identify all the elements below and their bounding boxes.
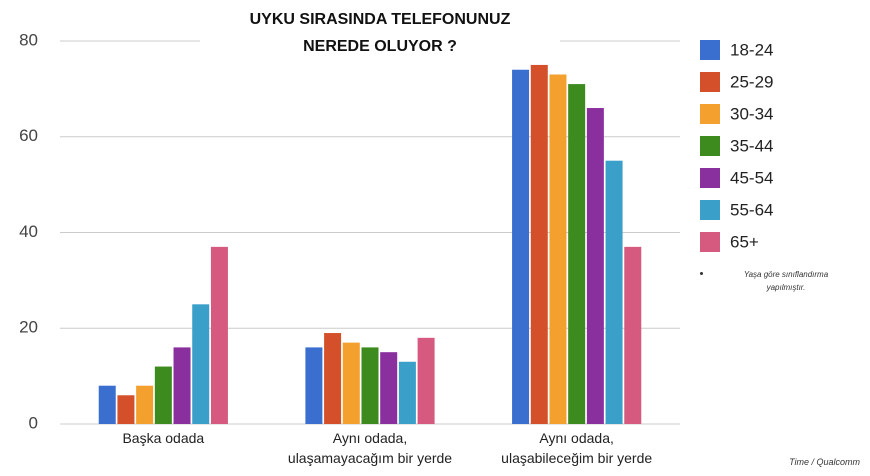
y-tick-label: 80 <box>19 30 38 49</box>
bar <box>624 246 642 424</box>
source: Time / Qualcomm <box>789 457 860 467</box>
y-tick-label: 20 <box>19 318 38 337</box>
x-tick-label: Aynı odada, ulaşamayacağım bir yerde <box>287 430 453 466</box>
bar <box>361 347 379 424</box>
bar <box>530 64 548 424</box>
bar <box>568 84 586 425</box>
legend-label: 25-29 <box>730 72 773 91</box>
bar <box>98 385 116 424</box>
legend-label: 18-24 <box>730 40 773 59</box>
legend-swatch <box>700 72 720 92</box>
x-tick-label: Aynı odada, ulaşabileceğim bir yerde <box>501 430 653 466</box>
legend-label: 45-54 <box>730 168 773 187</box>
bar <box>173 347 191 424</box>
legend-swatch <box>700 104 720 124</box>
bar <box>417 337 435 424</box>
legend-label: 55-64 <box>730 200 773 219</box>
legend-swatch <box>700 40 720 60</box>
bar <box>549 74 567 424</box>
y-tick-label: 60 <box>19 126 38 145</box>
legend-label: 35-44 <box>730 136 773 155</box>
bar <box>136 385 154 424</box>
bar <box>342 342 360 424</box>
bar <box>192 304 210 424</box>
legend-label: 30-34 <box>730 104 773 123</box>
bar <box>512 69 530 424</box>
bar <box>117 395 135 424</box>
bar <box>324 333 342 424</box>
legend-swatch <box>700 200 720 220</box>
bar <box>305 347 323 424</box>
bar <box>380 352 398 424</box>
bar <box>586 108 604 425</box>
legend-swatch <box>700 232 720 252</box>
y-tick-label: 0 <box>29 413 38 432</box>
x-tick-label: Başka odada <box>122 430 205 446</box>
bar <box>210 246 228 424</box>
note: Yaşa göre sınıflandırma yapılmıştır. <box>743 270 829 292</box>
note-bullet <box>700 272 703 275</box>
legend-swatch <box>700 136 720 156</box>
legend-label: 65+ <box>730 232 759 251</box>
bar <box>154 366 172 424</box>
legend-swatch <box>700 168 720 188</box>
bar <box>398 361 416 424</box>
y-tick-label: 40 <box>19 222 38 241</box>
bar <box>605 160 623 424</box>
chart-title: UYKU SIRASINDA TELEFONUNUZ NEREDE OLUYOR… <box>200 4 560 62</box>
